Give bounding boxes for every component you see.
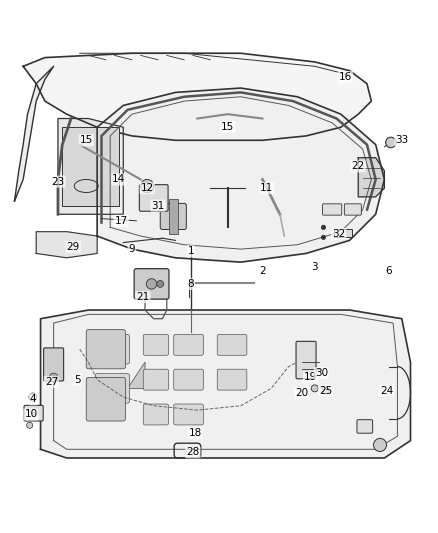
FancyBboxPatch shape (143, 369, 169, 390)
FancyBboxPatch shape (139, 184, 168, 211)
Circle shape (144, 182, 151, 189)
Bar (169, 199, 178, 234)
Polygon shape (58, 118, 123, 214)
Text: 5: 5 (74, 375, 81, 385)
Circle shape (49, 373, 58, 382)
Circle shape (157, 280, 164, 287)
Circle shape (29, 393, 37, 401)
FancyBboxPatch shape (143, 404, 169, 425)
Polygon shape (358, 158, 385, 197)
FancyBboxPatch shape (296, 341, 316, 379)
Circle shape (374, 439, 387, 451)
Text: 28: 28 (186, 447, 200, 457)
FancyBboxPatch shape (95, 334, 129, 364)
Text: 21: 21 (136, 292, 149, 302)
Text: 17: 17 (114, 216, 128, 226)
Text: 15: 15 (221, 122, 234, 132)
Text: 25: 25 (319, 385, 332, 395)
Text: 3: 3 (311, 262, 318, 271)
Text: 19: 19 (304, 373, 317, 383)
Polygon shape (23, 53, 371, 140)
FancyBboxPatch shape (174, 369, 203, 390)
FancyBboxPatch shape (86, 377, 125, 421)
Text: 15: 15 (80, 135, 93, 146)
Text: 6: 6 (385, 266, 392, 276)
Text: 11: 11 (260, 183, 273, 193)
Text: 10: 10 (25, 409, 38, 419)
Text: 9: 9 (129, 244, 135, 254)
Polygon shape (36, 232, 97, 258)
FancyBboxPatch shape (217, 369, 247, 390)
Text: 1: 1 (187, 246, 194, 256)
Circle shape (146, 279, 157, 289)
Circle shape (322, 387, 329, 394)
Circle shape (311, 385, 318, 392)
FancyBboxPatch shape (95, 374, 129, 403)
Text: 32: 32 (332, 229, 345, 239)
FancyBboxPatch shape (134, 269, 169, 299)
FancyBboxPatch shape (357, 419, 373, 433)
Text: 30: 30 (315, 368, 328, 378)
Polygon shape (127, 362, 145, 389)
Text: 31: 31 (152, 200, 165, 211)
FancyBboxPatch shape (44, 348, 64, 381)
Text: 24: 24 (380, 385, 393, 395)
Text: 22: 22 (352, 161, 365, 172)
Polygon shape (97, 88, 385, 262)
Circle shape (321, 225, 325, 230)
FancyBboxPatch shape (24, 405, 43, 421)
Text: 20: 20 (295, 387, 308, 398)
Text: 18: 18 (188, 428, 201, 438)
Text: 23: 23 (51, 176, 64, 187)
FancyBboxPatch shape (217, 334, 247, 356)
Text: 16: 16 (339, 72, 352, 82)
Text: 8: 8 (187, 279, 194, 289)
FancyBboxPatch shape (322, 204, 342, 215)
FancyBboxPatch shape (143, 334, 169, 356)
Circle shape (321, 235, 325, 239)
Circle shape (139, 292, 146, 298)
FancyBboxPatch shape (174, 334, 203, 356)
Bar (334, 229, 352, 237)
FancyBboxPatch shape (174, 404, 203, 425)
Text: 2: 2 (259, 266, 266, 276)
FancyBboxPatch shape (86, 329, 125, 369)
Bar (62, 127, 119, 206)
FancyBboxPatch shape (160, 204, 186, 230)
Polygon shape (41, 310, 410, 458)
Circle shape (141, 180, 154, 192)
Circle shape (27, 422, 33, 429)
Polygon shape (14, 66, 53, 201)
FancyBboxPatch shape (344, 204, 361, 215)
Text: 12: 12 (141, 183, 154, 193)
Text: 27: 27 (45, 377, 58, 387)
Circle shape (386, 137, 396, 148)
Text: 4: 4 (29, 394, 36, 404)
Text: 29: 29 (67, 242, 80, 252)
Text: 14: 14 (112, 174, 126, 184)
Text: 33: 33 (395, 135, 408, 146)
